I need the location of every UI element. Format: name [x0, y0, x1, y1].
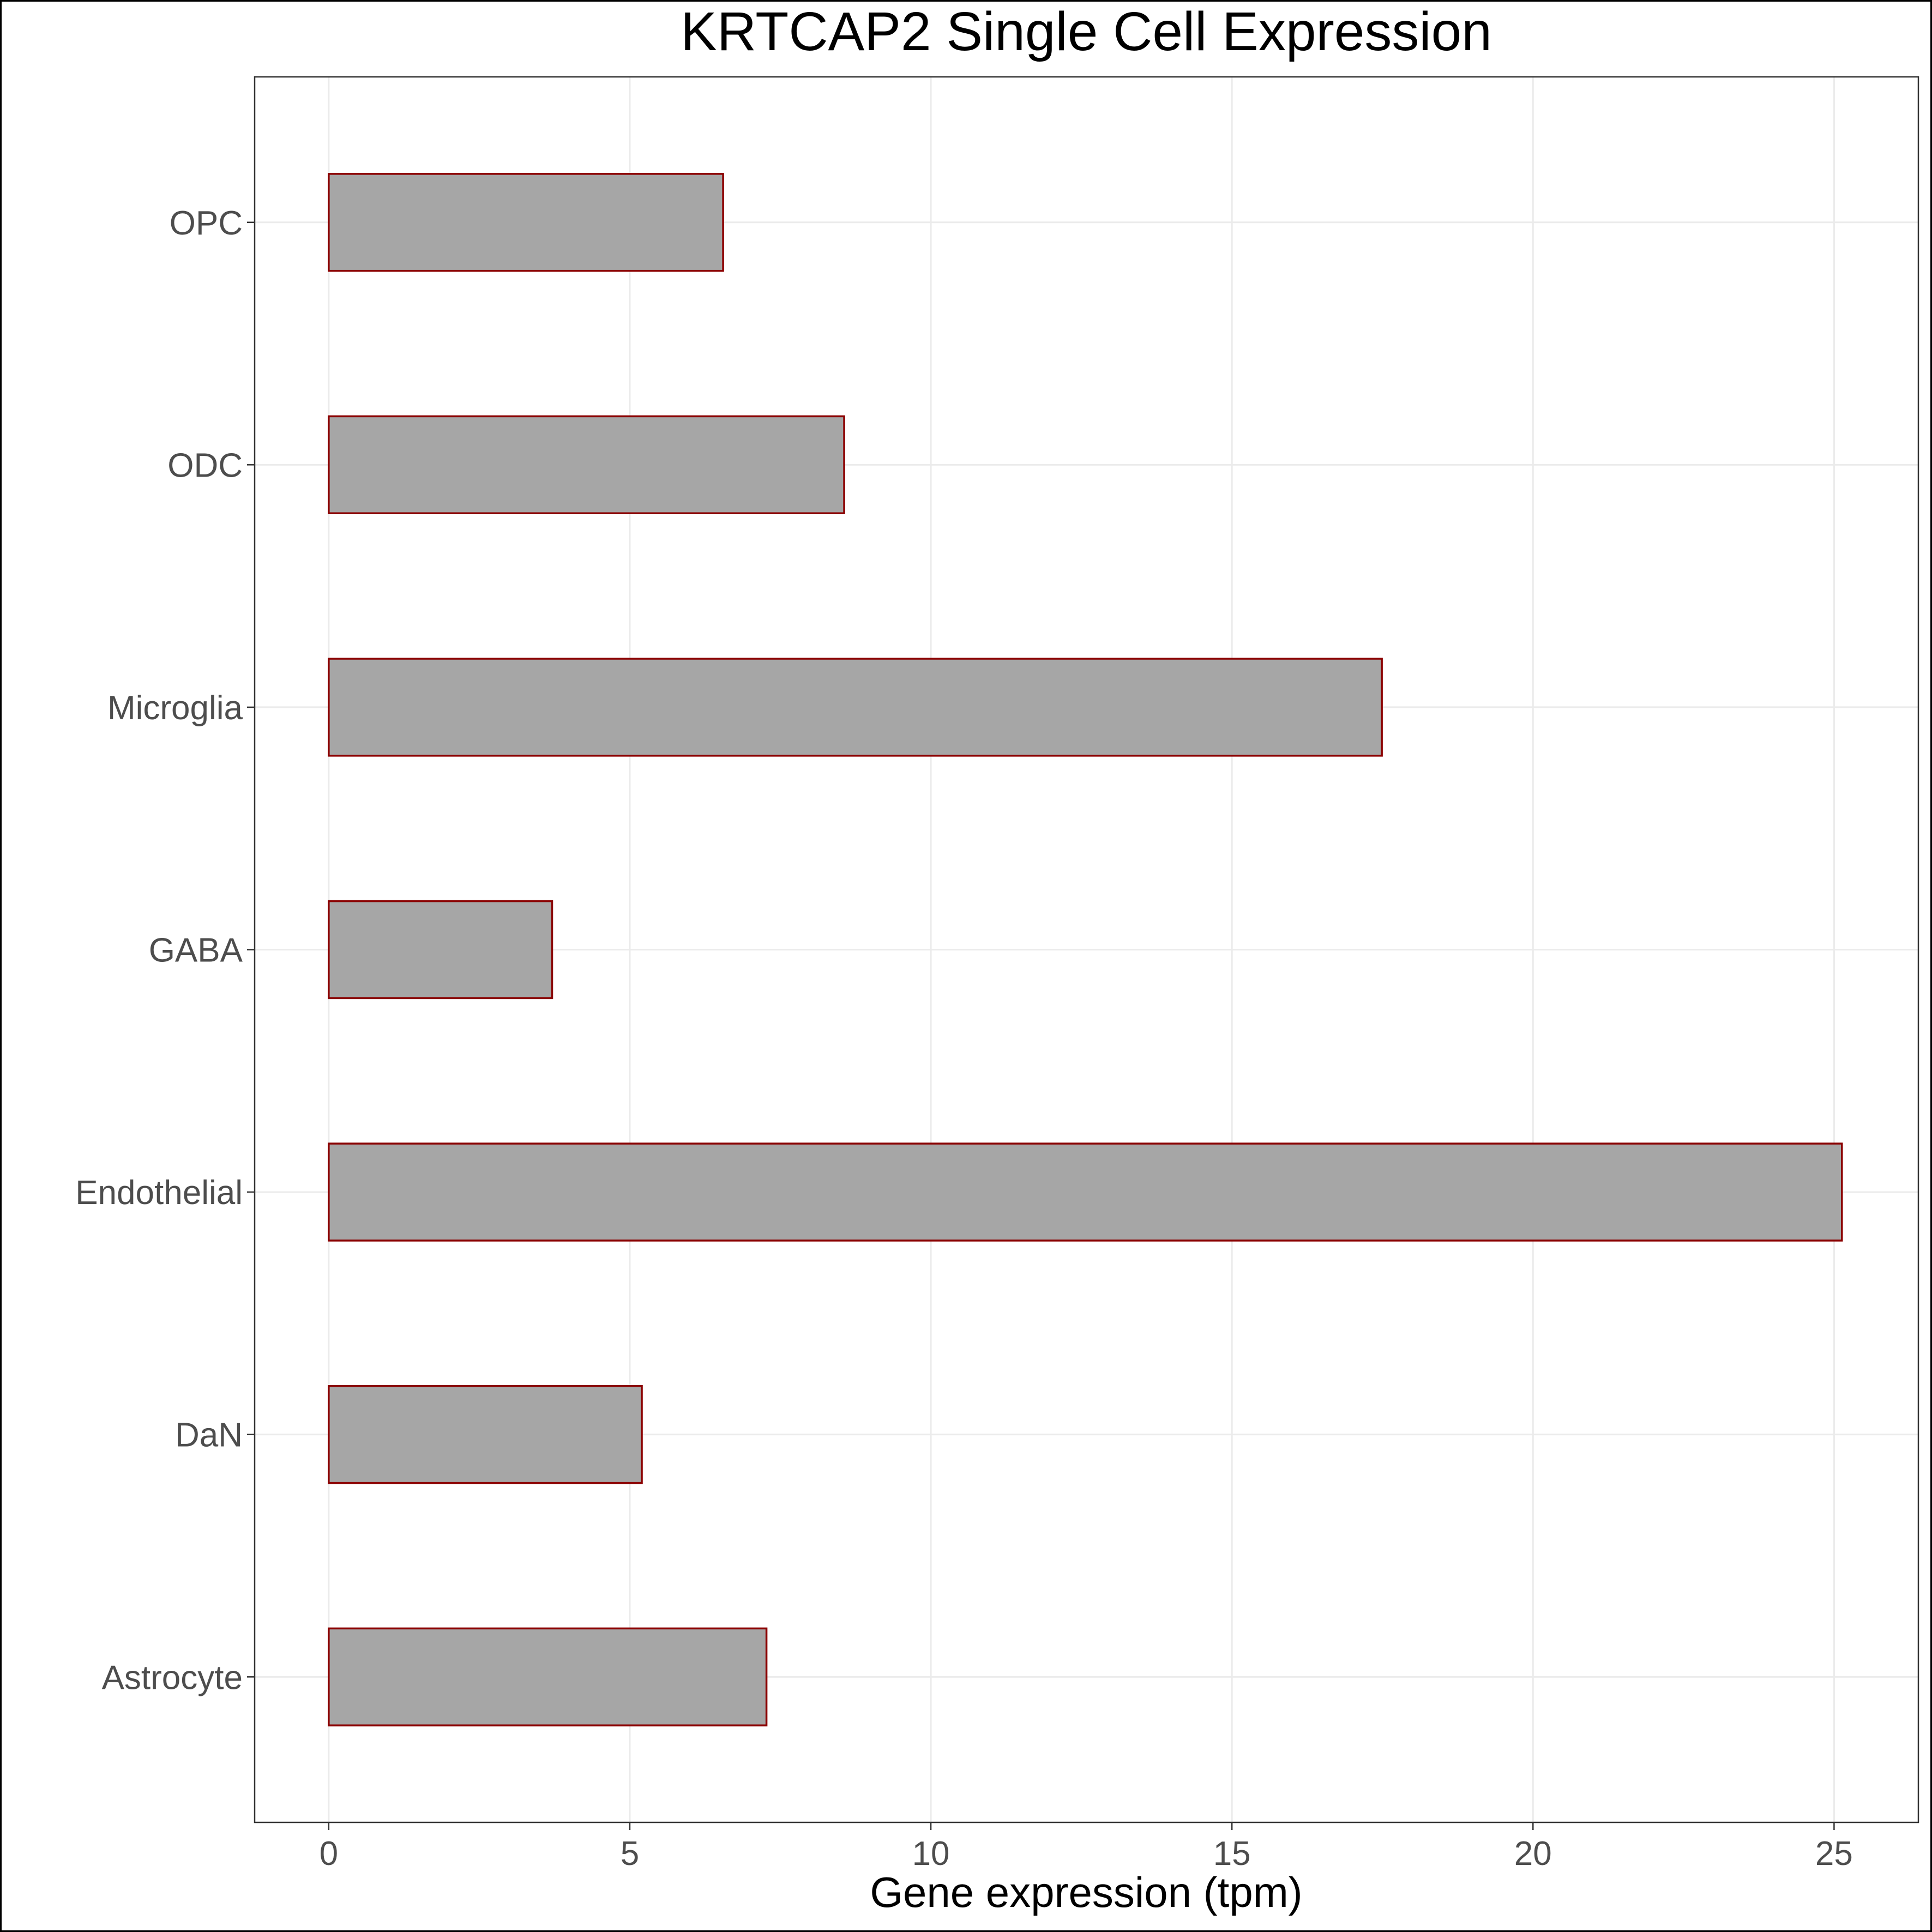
- x-tick-label: 10: [912, 1835, 950, 1873]
- x-tick-label: 0: [320, 1835, 338, 1873]
- bar-gaba: [328, 900, 553, 1000]
- x-tick-label: 15: [1213, 1835, 1251, 1873]
- x-axis-ticks: 0 5 10 15 20 25: [320, 1822, 1853, 1873]
- x-tick-label: 25: [1815, 1835, 1853, 1873]
- bars: [328, 173, 1843, 1726]
- bar-microglia: [328, 658, 1383, 757]
- y-tick-label: Astrocyte: [102, 1659, 243, 1696]
- bar-odc: [328, 415, 845, 515]
- x-axis-title: Gene expression (tpm): [870, 1868, 1302, 1916]
- bar-astrocyte: [328, 1627, 768, 1726]
- y-tick-label: Microglia: [107, 689, 243, 727]
- y-tick-label: OPC: [170, 204, 243, 242]
- bar-opc: [328, 173, 724, 272]
- bar-dan: [328, 1385, 643, 1484]
- x-tick-label: 5: [621, 1835, 639, 1873]
- y-tick-label: GABA: [149, 932, 243, 970]
- y-tick-label: ODC: [167, 447, 243, 484]
- y-axis-ticks: Astrocyte DaN Endothelial GABA Microglia ODC O…: [75, 204, 255, 1696]
- bar-endothelial: [328, 1142, 1843, 1242]
- y-tick-label: Endothelial: [75, 1174, 243, 1212]
- y-tick-label: DaN: [175, 1417, 243, 1454]
- chart-title: KRTCAP2 Single Cell Expression: [681, 1, 1492, 62]
- x-tick-label: 20: [1514, 1835, 1552, 1873]
